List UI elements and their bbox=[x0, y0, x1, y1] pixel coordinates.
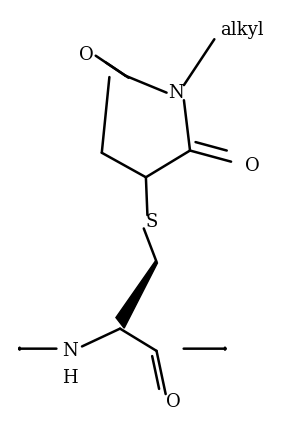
Polygon shape bbox=[116, 261, 157, 328]
Text: N: N bbox=[62, 342, 78, 360]
Text: alkyl: alkyl bbox=[220, 22, 264, 39]
Text: O: O bbox=[245, 157, 259, 175]
Text: N: N bbox=[169, 84, 184, 102]
Text: O: O bbox=[79, 46, 94, 64]
Text: O: O bbox=[166, 393, 181, 411]
Text: H: H bbox=[62, 369, 78, 387]
Text: S: S bbox=[146, 213, 158, 231]
